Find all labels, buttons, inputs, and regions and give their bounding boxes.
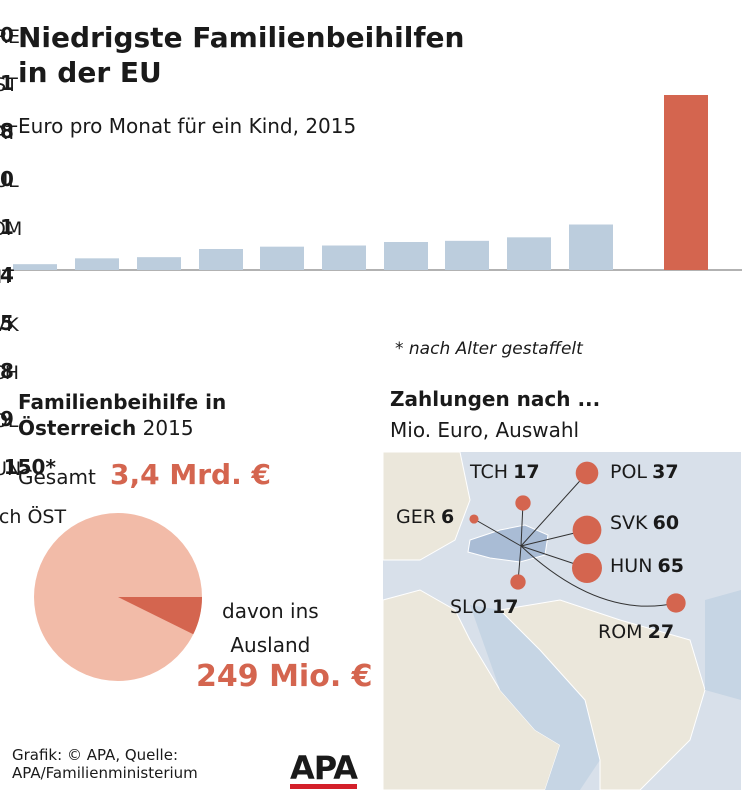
category-label: TCH	[0, 362, 20, 384]
bubble	[575, 461, 599, 485]
pie-title: Familienbeihilfe in Österreich	[18, 390, 227, 440]
value-label: rund 150*	[0, 455, 56, 479]
title: Niedrigste Familienbeihilfen in der EU	[18, 21, 465, 89]
category-label: Vergleich ÖST	[0, 506, 67, 528]
category-label: ROM	[0, 218, 23, 240]
map-label: SVK 60	[610, 512, 679, 535]
country-value: 65	[657, 555, 684, 577]
value-label: 18	[0, 119, 14, 143]
map-black-sea	[705, 590, 741, 700]
map-subtitle: Mio. Euro, Auswahl	[390, 418, 580, 442]
map	[382, 451, 741, 791]
bubble	[469, 514, 479, 524]
category-label: HUN	[0, 458, 22, 480]
connector	[520, 472, 588, 547]
bar	[322, 245, 366, 270]
bar	[199, 249, 243, 270]
value-label: 21	[0, 215, 14, 239]
value-label: 28	[0, 359, 14, 383]
connector	[473, 518, 522, 547]
pie-year: 2015	[142, 416, 194, 440]
bar	[260, 246, 304, 270]
total-name: Gesamt	[18, 465, 96, 489]
country-name: HUN	[610, 555, 653, 577]
subtitle: Euro pro Monat für ein Kind, 2015	[18, 114, 357, 138]
footnote: * nach Alter gestaffelt	[395, 339, 583, 359]
category-label: BUL	[0, 170, 19, 192]
country-value: 37	[652, 461, 679, 483]
value-label: 25	[0, 311, 14, 335]
pie-slice	[118, 597, 202, 635]
map-label: SLO 17	[450, 596, 518, 619]
connector	[520, 545, 677, 607]
slice-value-label: 249 Mio. €	[196, 659, 373, 694]
value-label: 24	[0, 263, 14, 287]
category-label: LIT	[0, 266, 14, 288]
value-label: 39	[0, 407, 14, 431]
bar	[137, 257, 181, 270]
map-adriatic	[470, 605, 600, 790]
slice-label: davon ins Ausland	[222, 599, 319, 657]
map-label: ROM 27	[598, 621, 674, 644]
bubble	[572, 553, 602, 583]
country-name: SLO	[450, 596, 487, 618]
map-label: HUN 65	[610, 555, 684, 578]
pie-heading: Familienbeihilfe in Österreich 2015	[18, 389, 258, 441]
category-label: LAT	[0, 122, 18, 144]
bubble	[510, 574, 526, 590]
map-label: POL 37	[610, 461, 679, 484]
category-label: EST	[0, 74, 18, 96]
category-label: SVK	[0, 314, 19, 336]
source: Grafik: © APA, Quelle: APA/Familienminis…	[12, 746, 198, 782]
country-name: GER	[396, 506, 436, 528]
value-label: 10	[0, 23, 14, 47]
map-title: Zahlungen nach ...	[390, 387, 601, 411]
category-label: POL	[0, 410, 19, 432]
bar	[664, 95, 708, 270]
category-label: GRE	[0, 26, 20, 48]
value-label: 11	[0, 71, 14, 95]
map-label: GER 6	[396, 506, 454, 529]
bar	[75, 258, 119, 270]
country-name: POL	[610, 461, 647, 483]
country-name: SVK	[610, 512, 648, 534]
bar	[384, 242, 428, 270]
bar	[507, 237, 551, 270]
bubble	[572, 515, 602, 545]
bar	[569, 224, 613, 270]
country-name: TCH	[470, 461, 509, 483]
bubble	[666, 593, 686, 613]
country-name: ROM	[598, 621, 643, 643]
country-value: 6	[441, 506, 455, 528]
country-value: 17	[492, 596, 519, 618]
map-label: TCH 17	[470, 461, 540, 484]
country-value: 27	[647, 621, 675, 643]
map-west	[382, 451, 471, 561]
logo: APA	[290, 749, 358, 789]
country-value: 60	[652, 512, 680, 534]
bubble	[515, 495, 531, 511]
value-label: 20	[0, 167, 14, 191]
map-balkans	[498, 599, 706, 791]
bar	[13, 264, 57, 270]
bar	[445, 240, 489, 270]
total-label: 3,4 Mrd. €	[110, 458, 271, 491]
country-value: 17	[513, 461, 540, 483]
